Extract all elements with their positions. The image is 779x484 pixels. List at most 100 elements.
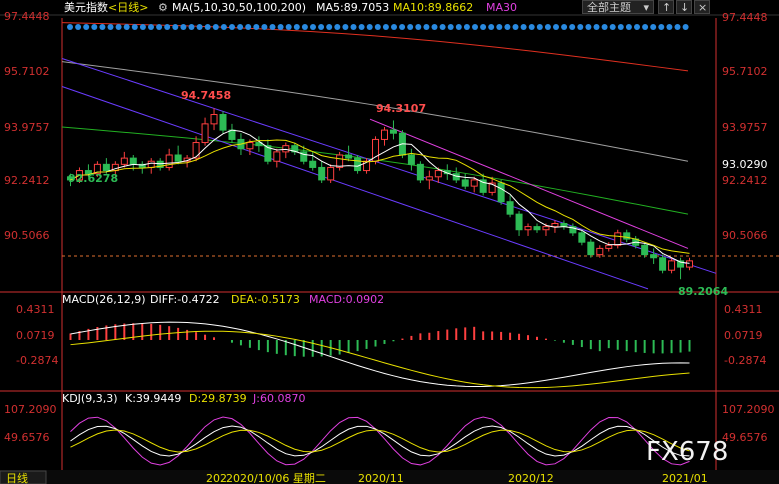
price-tick-right: 90.5066 — [722, 229, 768, 242]
kdj-tick-right: 107.2090 — [722, 403, 775, 416]
theme-dropdown[interactable]: 全部主题 ▾ — [582, 0, 654, 14]
price-tick-left: 97.4448 — [4, 10, 50, 23]
price-tick-right: 95.7102 — [722, 65, 768, 78]
price-tick-left: 92.2412 — [4, 174, 50, 187]
event-dot — [139, 24, 146, 30]
kdj-j: J:60.0870 — [252, 392, 305, 405]
kdj-k: K:39.9449 — [125, 392, 181, 405]
event-dot — [204, 24, 211, 30]
macd-dea-line — [70, 330, 690, 389]
event-dot — [237, 24, 244, 30]
candle-body — [434, 170, 442, 178]
event-dot — [666, 24, 673, 30]
event-dot — [553, 24, 559, 30]
event-dot — [407, 24, 414, 30]
ma5-curve — [70, 129, 690, 264]
close-button[interactable]: × — [694, 0, 710, 14]
date-label-left: 202 — [206, 472, 227, 484]
theme-dropdown-label: 全部主题 — [587, 1, 631, 14]
candle-body — [345, 154, 353, 159]
close-icon: × — [698, 1, 708, 14]
event-dot — [277, 24, 284, 30]
period-tab-bg[interactable] — [0, 470, 47, 484]
candle-body — [291, 145, 299, 153]
event-dot — [634, 24, 640, 30]
move-up-button[interactable]: ↑ — [658, 0, 674, 14]
macd-tick-left: -0.2874 — [16, 354, 58, 367]
kdj-tick-right: 49.6576 — [722, 431, 768, 444]
kdj-label: KDJ(9,3,3) — [62, 392, 118, 405]
candle-body — [282, 145, 290, 153]
candle-body — [120, 157, 128, 165]
macd-tick-left: 0.0719 — [16, 329, 55, 342]
event-dot — [682, 24, 689, 30]
event-dot — [188, 24, 195, 30]
candle-body — [219, 114, 227, 131]
event-dot — [366, 24, 373, 30]
event-dot — [480, 24, 487, 30]
price-axis-right: 97.4448 95.7102 93.9757 93.0290 92.2412 90.50… — [722, 11, 768, 242]
low-annotation-1: 92.6278 — [68, 172, 118, 185]
candle-body — [470, 179, 478, 187]
candle-body — [542, 226, 550, 231]
kdj-d-line — [70, 429, 690, 453]
candle-body — [156, 160, 164, 168]
price-tick-right: 92.2412 — [722, 174, 768, 187]
ma-gear-icon[interactable]: ⚙ — [158, 1, 168, 14]
event-dot — [318, 24, 325, 30]
event-dot — [131, 24, 138, 30]
event-dot — [115, 24, 122, 30]
candle-body — [416, 163, 424, 181]
event-dot — [350, 24, 357, 30]
event-dot — [107, 24, 114, 30]
candle-body — [578, 232, 586, 243]
event-dot — [431, 24, 438, 30]
move-down-button[interactable]: ↓ — [676, 0, 692, 14]
kdj-tick-left: 49.6576 — [4, 431, 50, 444]
period-label[interactable]: <日线> — [108, 0, 148, 14]
chart-grid — [0, 14, 779, 470]
low-annotation-2: 89.2064 — [678, 285, 728, 298]
symbol-label: 美元指数 — [64, 0, 108, 14]
candle-body — [273, 151, 281, 162]
candle-body — [641, 244, 649, 256]
event-dot — [536, 24, 543, 30]
price-tick-right: 97.4448 — [722, 11, 768, 24]
event-dot — [593, 24, 600, 30]
macd-tick-right: 0.4311 — [724, 303, 763, 316]
candle-body — [524, 226, 532, 231]
macd-macd: MACD:0.0902 — [309, 293, 384, 306]
event-dot — [520, 24, 527, 30]
candle-body — [93, 163, 101, 175]
event-dot — [617, 24, 624, 30]
macd-lines — [70, 321, 690, 389]
macd-histogram — [69, 323, 691, 357]
event-dot — [423, 24, 430, 30]
event-dot — [285, 24, 292, 30]
period-tab[interactable]: 日线 — [6, 471, 28, 484]
event-dot — [164, 24, 171, 30]
candle-body — [129, 157, 137, 165]
event-dot — [585, 24, 592, 30]
chevron-down-icon: ▾ — [643, 1, 649, 14]
candle-body — [192, 142, 200, 159]
price-tick-right: 93.0290 — [722, 158, 768, 171]
event-dot — [91, 24, 98, 30]
candle-body — [623, 232, 631, 240]
ma200-line — [61, 22, 689, 72]
trend-channel — [61, 58, 717, 290]
candle-body — [264, 145, 272, 162]
date-jan: 2021/01 — [662, 472, 708, 484]
candle-body — [174, 154, 182, 162]
date-nov: 2020/11 — [358, 472, 404, 484]
ma-params: MA(5,10,30,50,100,200) — [172, 1, 306, 14]
candle-body — [686, 260, 694, 268]
candle-body — [533, 226, 541, 231]
kdj-tick-left: 107.2090 — [4, 403, 57, 416]
event-dot — [67, 24, 73, 30]
candle-body — [515, 213, 523, 231]
ma10-curve — [70, 139, 690, 254]
event-dot — [253, 24, 260, 30]
event-dot — [172, 24, 179, 30]
kdj-axis: 107.2090 107.2090 49.6576 49.6576 — [4, 403, 775, 444]
